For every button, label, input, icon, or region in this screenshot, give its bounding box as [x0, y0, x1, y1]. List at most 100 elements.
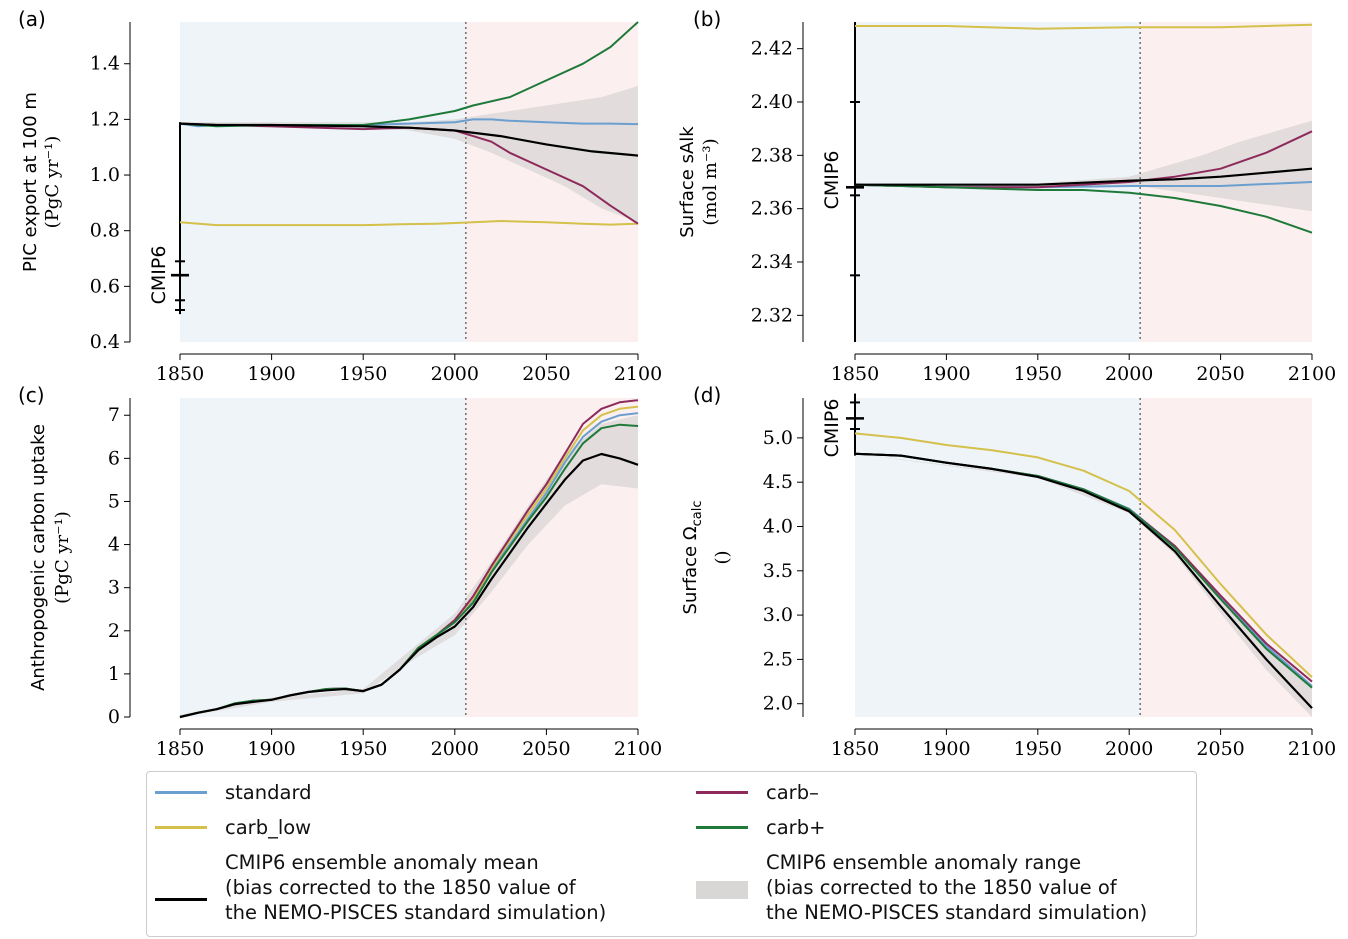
x-tick-label: 2050	[522, 363, 570, 385]
y-tick-label: 2	[108, 620, 120, 642]
legend-label-carb-plus: carb+	[766, 816, 826, 839]
x-tick-label: 2000	[431, 738, 479, 760]
x-tick-label: 1850	[156, 363, 204, 385]
x-tick-label: 2000	[1105, 738, 1153, 760]
y-tick-label: 5.0	[763, 427, 793, 449]
y-tick-label: 2.34	[751, 251, 793, 273]
y-tick-label: 1.2	[90, 108, 120, 130]
legend-label-standard: standard	[225, 781, 312, 804]
historical-period-shading	[855, 398, 1141, 717]
y-tick-label: 0.6	[90, 275, 120, 297]
legend-item-carb-low: carb_low	[155, 815, 311, 840]
x-tick-label: 2050	[1196, 363, 1244, 385]
legend-item-carb-plus: carb+	[696, 815, 825, 840]
y-tick-label: 2.0	[763, 693, 793, 715]
legend-label-range: CMIP6 ensemble anomaly range (bias corre…	[766, 851, 1148, 924]
x-tick-label: 1950	[1014, 738, 1062, 760]
legend-label-carb-minus: carb–	[766, 781, 819, 804]
x-tick-label: 2100	[1288, 738, 1336, 760]
y-axis-label: Surface Ωcalc	[680, 501, 705, 615]
y-tick-label: 2.36	[751, 198, 793, 220]
legend-swatch-range	[696, 880, 748, 899]
y-tick-label: 2.40	[751, 91, 793, 113]
y-axis-unit: ()	[712, 550, 733, 564]
legend-label-carb-low: carb_low	[225, 816, 312, 839]
historical-period-shading	[180, 398, 466, 717]
y-tick-label: 2.32	[751, 304, 793, 326]
legend-item-range: CMIP6 ensemble anomaly range (bias corre…	[696, 850, 1147, 925]
x-tick-label: 1950	[339, 738, 387, 760]
y-tick-label: 2.38	[751, 144, 793, 166]
legend: standard carb_low CMIP6 ensemble anomaly…	[146, 771, 1197, 937]
y-tick-label: 4	[108, 534, 120, 556]
series-line-carb-low	[179, 220, 639, 227]
ensemble-range-band	[855, 120, 1312, 212]
y-tick-label: 0	[108, 706, 120, 728]
x-tick-label: 1850	[831, 738, 879, 760]
x-tick-label: 2100	[614, 363, 662, 385]
panel-label: (b)	[693, 7, 721, 31]
y-axis-label: Anthropogenic carbon uptake	[28, 424, 49, 691]
y-tick-label: 4.5	[763, 471, 793, 493]
x-tick-label: 1850	[831, 363, 879, 385]
x-tick-label: 1950	[1014, 363, 1062, 385]
y-tick-label: 6	[108, 447, 120, 469]
series-line-carb-plus	[854, 183, 1313, 234]
cmip6-label: CMIP6	[821, 151, 843, 210]
y-axis-label: Surface sAlk	[677, 126, 698, 238]
figure-canvas: CMIP6 1850 1900 1950 2000 2050 2100 0.4 0.6 0.8 1.…	[18, 7, 1336, 760]
panel-label: (a)	[18, 7, 46, 31]
x-tick-label: 1850	[156, 738, 204, 760]
legend-label-mean: CMIP6 ensemble anomaly mean (bias correc…	[225, 851, 607, 924]
x-tick-label: 1950	[339, 363, 387, 385]
y-axis-label-subscript: calc	[690, 501, 705, 527]
x-tick-label: 2100	[614, 738, 662, 760]
y-axis-label: PIC export at 100 m	[20, 92, 41, 272]
y-tick-label: 1.4	[90, 53, 120, 75]
y-tick-label: 7	[108, 404, 120, 426]
cmip6-label: CMIP6	[821, 399, 843, 458]
series-line-carb-low	[854, 432, 1313, 678]
y-tick-label: 3.0	[763, 604, 793, 626]
panel-label: (d)	[693, 383, 721, 407]
panel-b: CMIP6 1850 1900 1950 2000 2050 2100 2.32 2.34 2.3…	[677, 7, 1336, 385]
legend-item-mean: CMIP6 ensemble anomaly mean (bias correc…	[155, 850, 606, 925]
y-tick-label: 3.5	[763, 560, 793, 582]
x-tick-label: 1900	[922, 738, 970, 760]
historical-period-shading	[180, 22, 466, 342]
x-tick-label: 2000	[431, 363, 479, 385]
x-tick-label: 2100	[1288, 363, 1336, 385]
x-tick-label: 1900	[922, 363, 970, 385]
ensemble-range-band	[180, 415, 638, 717]
panel-c: 1850 1900 1950 2000 2050 2100 0 1 2 3 4 5 6 7 Anthropo…	[18, 383, 662, 760]
series-line-carb-minus	[179, 122, 639, 225]
panel-label: (c)	[18, 383, 45, 407]
y-tick-label: 4.0	[763, 515, 793, 537]
series-line-ensemble-mean	[855, 167, 1313, 186]
series-line-carb-low	[855, 23, 1313, 30]
y-tick-label: 0.8	[90, 220, 120, 242]
legend-swatch-carb-plus	[696, 826, 748, 829]
y-axis-unit: (mol m⁻³)	[700, 138, 721, 225]
y-axis-unit: (PgC yr⁻¹)	[52, 511, 73, 604]
legend-swatch-carb-minus	[696, 791, 748, 794]
y-tick-label: 1.0	[90, 164, 120, 186]
legend-swatch-carb-low	[155, 826, 207, 829]
legend-item-standard: standard	[155, 780, 312, 805]
ensemble-range-band	[180, 86, 638, 223]
legend-swatch-standard	[155, 791, 207, 794]
legend-item-carb-minus: carb–	[696, 780, 819, 805]
y-tick-label: 2.42	[751, 38, 793, 60]
y-tick-label: 3	[108, 577, 120, 599]
y-tick-label: 2.5	[763, 648, 793, 670]
series-line-ensemble-mean	[179, 122, 639, 157]
panel-d: CMIP6 1850 1900 1950 2000 2050 2100 2.0 2.5 3.0 3.…	[680, 383, 1336, 760]
y-tick-label: 5	[108, 490, 120, 512]
y-tick-label: 0.4	[90, 331, 120, 353]
panel-a: CMIP6 1850 1900 1950 2000 2050 2100 0.4 0.6 0.8 1.…	[18, 7, 662, 385]
series-line-ensemble-mean	[854, 452, 1313, 709]
x-tick-label: 1900	[247, 363, 295, 385]
cmip6-label: CMIP6	[148, 246, 170, 305]
x-tick-label: 2050	[1196, 738, 1244, 760]
y-tick-label: 1	[108, 663, 120, 685]
